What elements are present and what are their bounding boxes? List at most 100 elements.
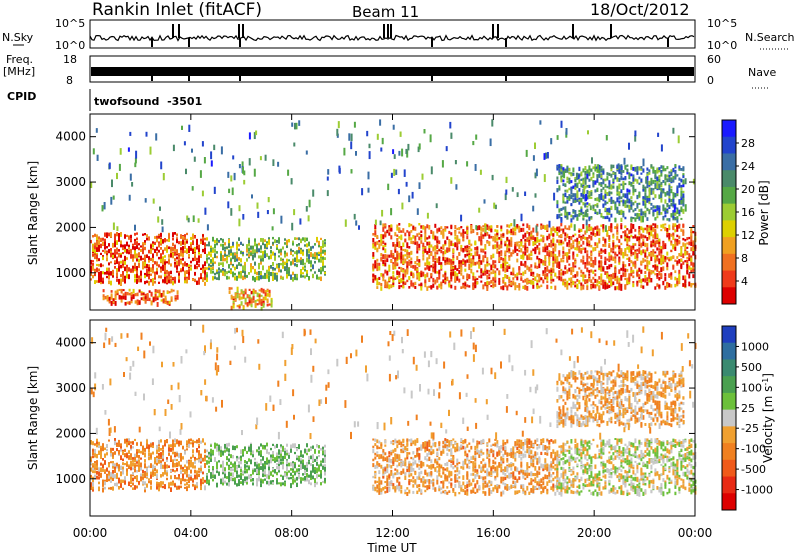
scatter-cell (526, 281, 529, 285)
scatter-cell (560, 239, 563, 244)
scatter-cell (252, 296, 255, 301)
scatter-cell (644, 203, 647, 209)
scatter-cell (574, 186, 577, 190)
scatter-cell (272, 236, 274, 240)
scatter-cell (512, 227, 515, 233)
scatter-cell (616, 166, 619, 169)
scatter-cell (226, 246, 228, 249)
scatter-cell (566, 169, 569, 173)
scatter-cell (502, 263, 505, 268)
scatter-cell (586, 170, 589, 174)
scatter-cell (630, 201, 633, 205)
scatter-cell (136, 245, 138, 250)
scatter-cell (132, 462, 134, 467)
scatter-cell (522, 271, 525, 276)
scatter-cell (262, 305, 265, 308)
scatter-cell (240, 296, 243, 300)
scatter-cell (132, 441, 134, 445)
scatter-cell (626, 200, 629, 204)
scatter-cell (178, 275, 180, 280)
scatter-cell (410, 257, 413, 261)
scatter-cell (128, 244, 130, 247)
scatter-cell (104, 469, 106, 472)
scatter-cell (648, 172, 651, 175)
scatter-cell (612, 239, 615, 244)
scatter-cell (640, 233, 643, 239)
scatter-cell (300, 260, 302, 265)
scatter-cell (318, 243, 320, 248)
scatter-cell (672, 244, 675, 248)
scatter-cell (620, 250, 623, 256)
scatter-cell (602, 186, 605, 190)
scatter-cell (420, 240, 423, 244)
scatter-cell (628, 277, 631, 282)
scatter-cell (502, 266, 505, 272)
scatter-cell (678, 177, 681, 181)
scatter-cell (560, 258, 563, 263)
scatter-cell (646, 195, 649, 199)
scatter-cell (658, 184, 661, 188)
scatter-cell (320, 246, 322, 249)
scatter-cell (417, 146, 420, 153)
scatter-cell (535, 168, 538, 177)
scatter-cell (136, 485, 138, 489)
scatter-cell (662, 241, 665, 246)
scatter-cell (164, 260, 166, 265)
scatter-cell (664, 273, 667, 277)
scatter-cell (200, 241, 202, 245)
colorbar-segment (722, 186, 736, 205)
scatter-cell (120, 232, 122, 235)
scatter-cell (436, 271, 439, 274)
scatter-cell (284, 238, 286, 241)
scatter-cell (390, 284, 393, 289)
scatter-cell (241, 161, 244, 170)
scatter-cell (576, 237, 579, 242)
scatter-cell (136, 266, 138, 271)
scatter-cell (562, 167, 565, 171)
scatter-cell (678, 240, 681, 245)
scatter-cell (242, 166, 244, 174)
scatter-cell (674, 175, 677, 179)
scatter-cell (290, 274, 292, 280)
scatter-cell (600, 279, 603, 283)
scatter-cell (600, 188, 603, 193)
scatter-cell (434, 260, 437, 265)
scatter-cell (646, 173, 649, 179)
scatter-cell (108, 267, 110, 271)
scatter-cell (486, 241, 489, 244)
scatter-cell (240, 241, 242, 245)
scatter-cell (494, 244, 497, 249)
scatter-cell (380, 234, 383, 239)
scatter-cell (134, 465, 136, 469)
scatter-cell (196, 240, 198, 243)
scatter-cell (156, 267, 158, 272)
scatter-cell (602, 249, 605, 253)
scatter-cell (378, 243, 381, 247)
scatter-cell (466, 245, 469, 250)
scatter-cell (452, 269, 455, 274)
scatter-cell (560, 228, 563, 231)
scatter-cell (594, 209, 597, 213)
scatter-cell (286, 274, 288, 279)
scatter-cell (612, 185, 615, 189)
scatter-cell (676, 207, 679, 210)
scatter-cell (374, 242, 377, 247)
scatter-cell (482, 270, 485, 275)
scatter-cell (572, 215, 575, 219)
scatter-cell (456, 268, 459, 271)
scatter-cell (638, 267, 641, 272)
scatter-cell (592, 172, 595, 175)
scatter-cell (100, 281, 102, 285)
scatter-cell (578, 166, 581, 172)
scatter-cell (170, 270, 172, 275)
scatter-cell (560, 177, 563, 183)
scatter-cell (380, 273, 383, 277)
scatter-cell (560, 120, 563, 128)
scatter-cell (610, 164, 613, 169)
scatter-cell (294, 263, 296, 266)
scatter-cell (620, 276, 623, 281)
scatter-cell (232, 301, 235, 304)
scatter-cell (244, 265, 246, 270)
scatter-cell (684, 282, 687, 285)
scatter-cell (673, 204, 676, 213)
